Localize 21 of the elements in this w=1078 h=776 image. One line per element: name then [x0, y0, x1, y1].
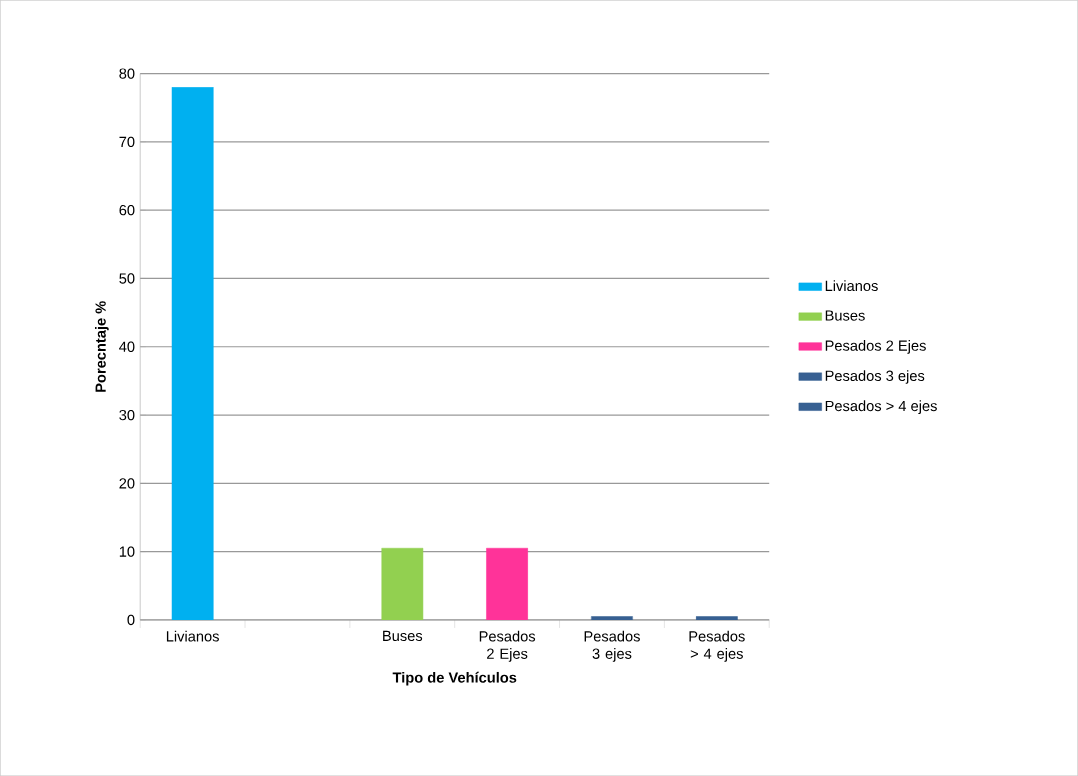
y-tick-label: 20 — [119, 478, 135, 489]
y-tick-label: 50 — [119, 273, 135, 284]
y-tick-label: 60 — [119, 204, 135, 216]
legend-label: Buses — [825, 310, 865, 321]
y-tick-label: 80 — [119, 68, 135, 79]
x-tick-label: Pesados > 4 ejes — [689, 630, 745, 662]
legend-label: Pesados 3 ejes — [825, 370, 925, 384]
y-tick-label: 40 — [119, 341, 135, 352]
y-tick-label: 70 — [119, 136, 135, 147]
x-tick-label: Buses — [383, 630, 423, 641]
x-axis-title: Tipo de Vehículos — [392, 671, 517, 686]
x-tick-label: Pesados 3 ejes — [584, 630, 640, 662]
y-tick-label: 0 — [127, 614, 135, 626]
y-axis-title: Porecntaje % — [95, 301, 109, 392]
x-tick-label: Pesados 2 Ejes — [479, 630, 536, 662]
x-tick-label: Livianos — [166, 630, 219, 642]
legend-label: Livianos — [825, 280, 878, 292]
legend-label: Pesados > 4 ejes — [825, 400, 937, 414]
y-tick-label: 10 — [119, 546, 135, 557]
y-tick-label: 30 — [119, 409, 135, 421]
legend-label: Pesados 2 Ejes — [825, 340, 926, 354]
